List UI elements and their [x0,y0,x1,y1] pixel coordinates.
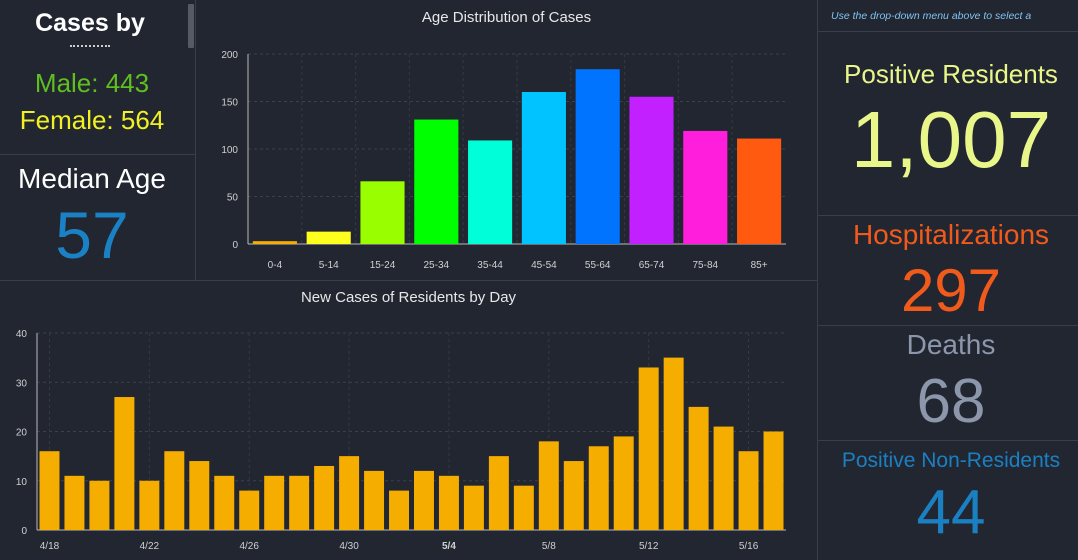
age-y-tick-label: 100 [221,145,238,156]
daily-bar [64,475,85,530]
daily-y-tick-label: 30 [16,378,28,389]
median-age-panel: Median Age 57 [0,155,196,281]
age-x-tick-label: 5-14 [319,260,339,271]
daily-bar [538,441,559,530]
daily-bar [688,406,709,530]
age-y-tick-label: 0 [232,240,238,251]
daily-bar [364,470,385,530]
age-bar [575,69,620,244]
daily-bar [214,475,235,530]
positive-residents-label: Positive Residents [844,59,1058,89]
daily-bar [264,475,285,530]
daily-y-tick-label: 0 [21,526,27,537]
daily-bar [339,456,360,530]
daily-x-tick-label: 4/26 [239,541,259,552]
daily-x-tick-label: 4/18 [40,541,60,552]
daily-x-tick-label: 5/8 [542,541,556,552]
nonresidents-panel: Positive Non-Residents 44 [818,441,1078,560]
daily-x-tick-label: 4/30 [339,541,359,552]
age-x-tick-label: 55-64 [585,260,611,271]
median-age-label: Median Age [18,163,166,194]
daily-bar [164,451,185,530]
age-bar [414,119,459,244]
daily-bar [513,485,534,530]
daily-bar [289,475,310,530]
age-x-tick-label: 0-4 [268,260,283,271]
header-underline-fragment [70,45,110,49]
daily-bar [189,461,210,530]
daily-bar [738,451,759,530]
daily-bar [613,436,634,530]
age-y-tick-label: 50 [227,193,239,204]
daily-bar [763,431,784,530]
female-count: Female: 564 [19,105,165,135]
age-x-tick-label: 75-84 [693,260,719,271]
age-x-tick-label: 25-34 [424,260,450,271]
age-y-tick-label: 200 [221,50,238,61]
daily-bar [139,480,160,530]
daily-bar [488,456,509,530]
age-bar [521,92,566,244]
age-bar [252,241,297,244]
age-x-tick-label: 45-54 [531,260,557,271]
selection-note-panel: Use the drop-down menu above to select a [818,0,1078,32]
daily-bar [438,475,459,530]
hospitalizations-value: 297 [900,257,1002,324]
daily-y-tick-label: 10 [16,477,28,488]
daily-cases-panel: New Cases of Residents by Day 0 10 20 30 40 4… [0,281,818,560]
hospitalizations-panel: Hospitalizations 297 [818,216,1078,326]
daily-bar [663,357,684,530]
age-bar [306,231,351,244]
daily-x-tick-label: 4/22 [140,541,160,552]
selection-note: Use the drop-down menu above to select a [831,10,1032,22]
age-bar [629,96,674,244]
daily-y-tick-label: 20 [16,428,28,439]
deaths-value: 68 [916,367,986,436]
daily-bar [713,426,734,530]
daily-x-tick-label: 5/12 [639,541,659,552]
median-age-value: 57 [55,198,129,272]
daily-chart-title: New Cases of Residents by Day [300,289,517,306]
age-bar [737,138,782,244]
daily-y-tick-label: 40 [16,329,28,340]
age-distribution-panel: Age Distribution of Cases 0 50 100 150 200 0-… [196,0,818,281]
daily-bar [638,367,659,530]
age-bar [683,130,728,244]
daily-x-tick-label: 5/16 [739,541,759,552]
daily-bar [588,446,609,530]
daily-bar [563,461,584,530]
age-bar [468,140,513,244]
cases-by-panel: Cases by Male: 443 Female: 564 [0,0,196,155]
deaths-label: Deaths [906,329,996,360]
age-chart-title: Age Distribution of Cases [421,9,592,26]
daily-bar [413,470,434,530]
daily-bar [39,451,60,530]
hospitalizations-label: Hospitalizations [852,219,1050,250]
nonresidents-value: 44 [916,478,986,547]
daily-bar [114,397,135,530]
positive-residents-panel: Positive Residents 1,007 [818,32,1078,216]
daily-x-tick-label: 5/4 [442,541,456,552]
age-x-tick-label: 15-24 [370,260,396,271]
daily-bar [463,485,484,530]
daily-bar [239,490,260,530]
age-distribution-chart: 0 50 100 150 200 0-4 5-14 15-24 25-34 35-44 45-54 5… [221,50,786,271]
deaths-panel: Deaths 68 [818,326,1078,441]
age-x-tick-label: 65-74 [639,260,665,271]
male-count: Male: 443 [34,68,150,98]
daily-cases-chart: 0 10 20 30 40 4/18 4/22 4/26 4/30 5/4 5/8 5/12 5/16 [16,329,786,552]
age-bar [360,181,405,244]
age-x-tick-label: 35-44 [477,260,503,271]
panel-scrollbar[interactable] [188,4,194,48]
age-y-tick-label: 150 [221,98,238,109]
daily-bar [314,465,335,530]
daily-bar [89,480,110,530]
daily-bar [389,490,410,530]
cases-by-header: Cases by [35,9,145,37]
positive-residents-value: 1,007 [850,95,1052,184]
age-x-tick-label: 85+ [751,260,768,271]
nonresidents-label: Positive Non-Residents [841,449,1061,472]
